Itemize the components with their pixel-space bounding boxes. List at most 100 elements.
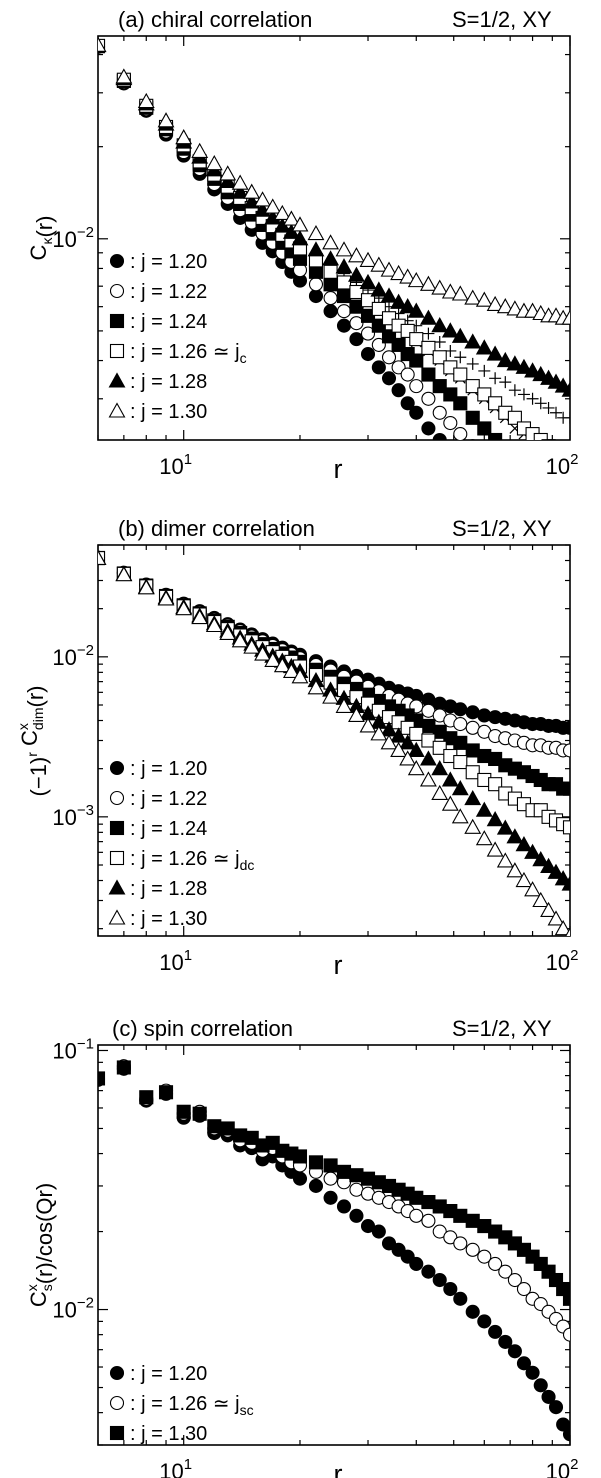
legend-marker <box>109 253 125 269</box>
data-markers <box>98 36 577 527</box>
data-point <box>441 283 459 299</box>
data-point <box>243 638 261 654</box>
data-point <box>564 514 577 527</box>
plot-frame <box>97 35 571 441</box>
data-point <box>496 852 514 868</box>
chart-subtitle: S=1/2, XY <box>452 7 552 32</box>
legend-label: : j = 1.24 <box>130 818 207 840</box>
data-point <box>562 1327 570 1342</box>
data-point-plus <box>478 364 491 377</box>
data-point <box>548 1400 564 1415</box>
data-point <box>496 819 514 835</box>
data-point <box>390 264 408 281</box>
data-point <box>465 1304 480 1319</box>
data-point <box>451 808 469 824</box>
data-point <box>507 1344 522 1359</box>
data-point <box>399 298 417 314</box>
data-point <box>407 760 425 776</box>
data-point <box>336 1199 352 1214</box>
data-point <box>139 1090 154 1105</box>
data-point <box>515 871 533 888</box>
data-point <box>488 1256 503 1271</box>
legend-label: : j = 1.30 <box>130 908 207 930</box>
data-point <box>348 247 365 263</box>
legend-marker <box>108 909 126 925</box>
data-point <box>443 415 458 431</box>
data-point <box>348 706 365 723</box>
data-point <box>421 733 436 748</box>
legend-item: : j = 1.20 <box>109 1363 207 1385</box>
data-point <box>381 1236 397 1251</box>
data-point <box>465 1242 480 1257</box>
data-point <box>407 302 425 318</box>
data-point <box>517 503 530 516</box>
data-point <box>506 862 524 878</box>
data-point <box>432 405 447 420</box>
data-point <box>115 566 133 582</box>
data-point <box>323 291 338 306</box>
data-point <box>137 92 155 109</box>
data-point <box>475 801 493 817</box>
legend-marker <box>109 313 125 329</box>
y-tick-label: 10−1 <box>52 1035 94 1063</box>
data-point <box>496 298 514 314</box>
data-point <box>291 216 309 232</box>
data-point <box>335 258 353 274</box>
data-point-plus <box>454 351 467 364</box>
data-point <box>390 293 408 309</box>
data-point <box>454 460 467 473</box>
data-point <box>550 494 563 507</box>
data-point <box>157 112 175 128</box>
chart-panel-2: 101 102 10−1 10−2 (c) spin correlation S=1/2,… <box>24 1016 578 1478</box>
data-point <box>409 1190 424 1205</box>
data-point <box>547 910 565 926</box>
data-point <box>421 340 436 355</box>
chart-panel-0: 101 102 10−2 (a) chiral correlation S=1/2, X… <box>26 7 578 527</box>
data-point <box>409 1256 424 1271</box>
legend-item: : j = 1.20 <box>109 758 207 780</box>
data-point <box>243 183 261 199</box>
data-point <box>542 484 555 497</box>
data-point <box>562 1427 570 1442</box>
x-tick-label: 101 <box>159 451 192 479</box>
data-point <box>380 261 398 277</box>
data-point <box>453 427 468 440</box>
data-point <box>453 717 468 732</box>
legend-item: : j = 1.24 <box>109 311 207 333</box>
data-point <box>336 318 352 333</box>
data-point <box>547 863 565 879</box>
data-point <box>465 379 480 394</box>
data-point <box>254 645 271 661</box>
data-point <box>465 765 480 780</box>
data-point <box>381 350 397 365</box>
data-point <box>98 549 107 566</box>
legend-marker <box>109 1365 125 1381</box>
data-point <box>292 1149 308 1164</box>
legend-label: : j = 1.24 <box>130 311 207 333</box>
data-point <box>453 367 468 382</box>
data-point <box>244 1130 259 1145</box>
x-tick-label: 101 <box>159 1456 192 1478</box>
legend-item: : j = 1.22 <box>109 788 207 810</box>
data-point-plus <box>564 411 570 424</box>
legend-label: : j = 1.30 <box>130 401 207 423</box>
data-point-plus <box>466 357 479 370</box>
data-point <box>336 275 352 290</box>
data-point <box>515 836 533 852</box>
data-point <box>282 662 300 679</box>
legend-label: : j = 1.20 <box>130 1363 207 1385</box>
y-tick-label: 10−2 <box>52 642 94 670</box>
legend-label: : j = 1.22 <box>130 281 207 303</box>
data-point <box>532 851 550 867</box>
legend-marker <box>109 283 125 299</box>
data-point <box>207 1119 222 1134</box>
data-point <box>565 927 570 936</box>
data-point <box>231 183 249 199</box>
legend-marker <box>109 850 125 866</box>
legend-marker <box>109 1425 125 1441</box>
y-axis-label: Cxs(r)/cos(Qr) <box>24 1183 57 1307</box>
data-markers <box>98 549 570 936</box>
data-point <box>349 332 364 347</box>
data-point <box>191 608 209 625</box>
legend-label: : j = 1.26 ≃ jdc <box>130 848 254 873</box>
